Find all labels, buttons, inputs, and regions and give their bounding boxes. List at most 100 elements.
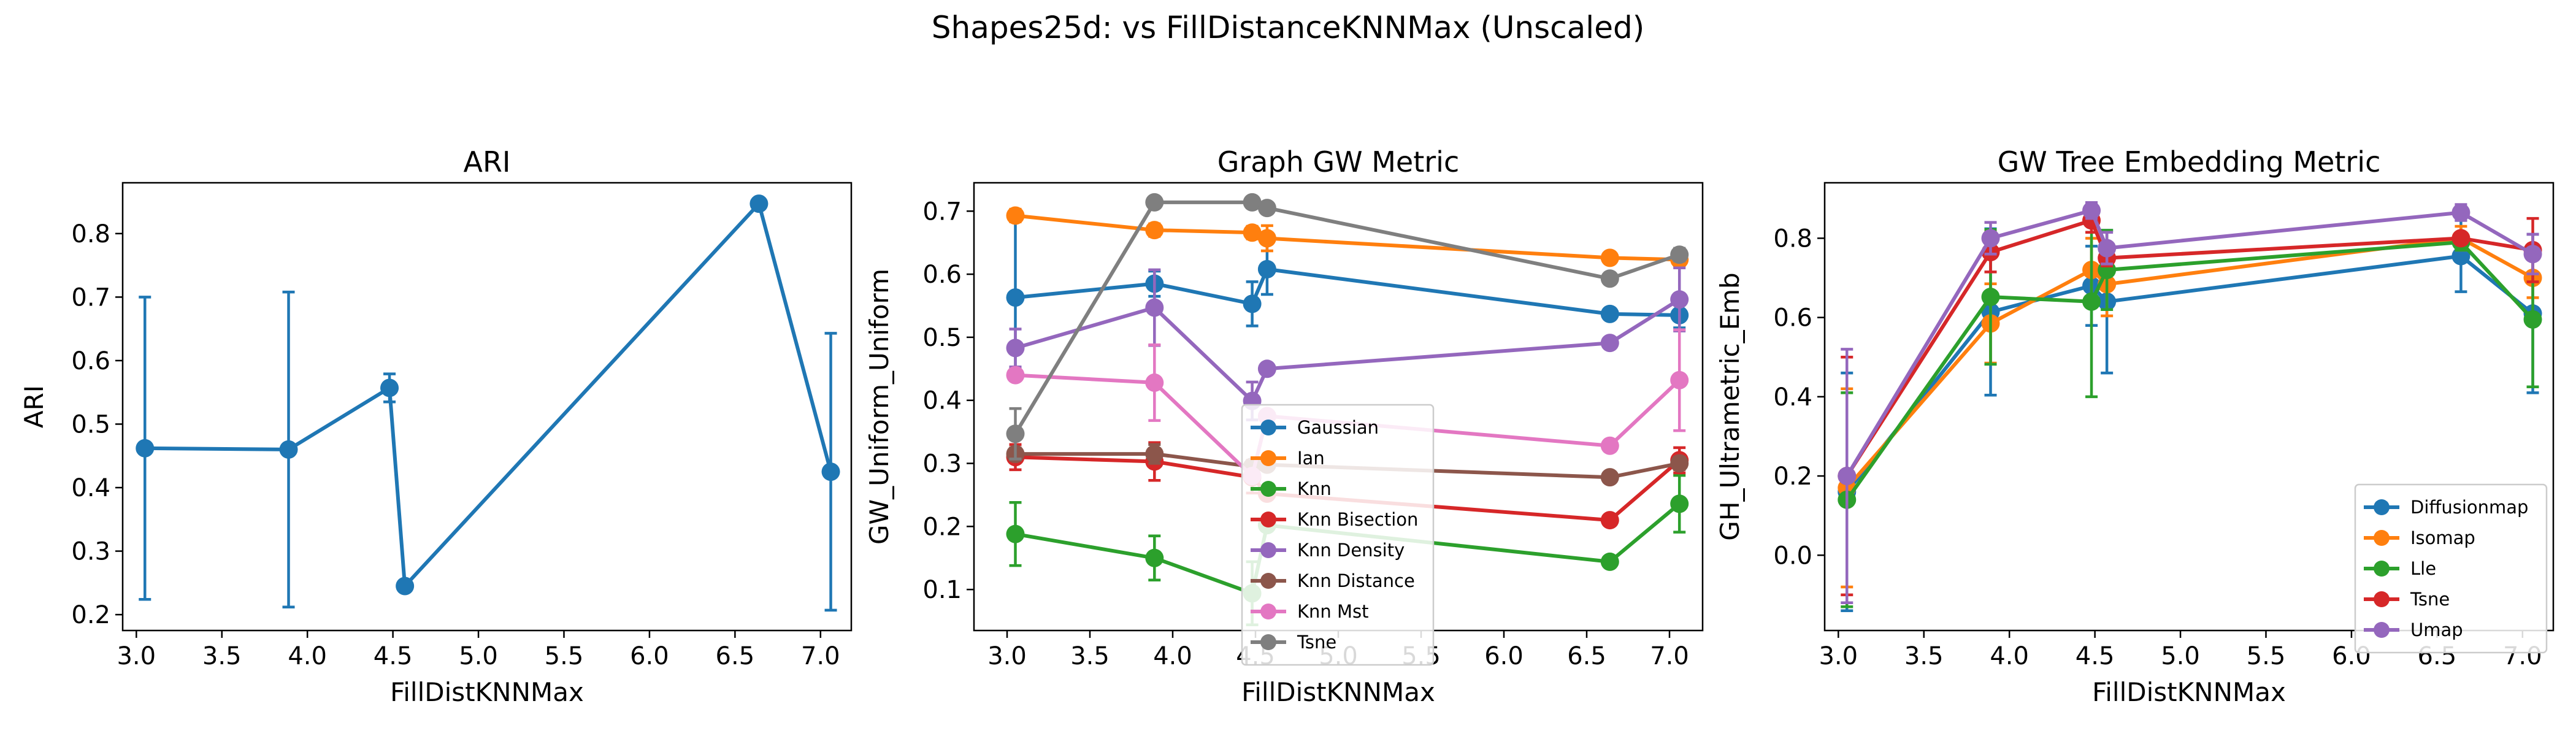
x-tick-label: 3.5	[1070, 642, 1110, 670]
legend-swatch-marker	[2374, 622, 2390, 638]
data-point	[1145, 373, 1164, 392]
y-tick-label: 0.4	[71, 474, 110, 502]
data-point	[1600, 552, 1619, 571]
data-point	[1243, 223, 1262, 242]
x-tick-label: 5.0	[459, 642, 498, 670]
legend-swatch-marker	[1260, 573, 1276, 589]
data-point	[1257, 359, 1276, 378]
legend-swatch-marker	[2374, 530, 2390, 546]
data-point	[2451, 229, 2471, 248]
y-tick-label: 0.5	[922, 324, 962, 352]
panel-ari: ARI 3.0 3.5 4.0 4.5 5.0 5.5 6.0 6.5 7.0 0.2 0.3 0.4 0…	[19, 145, 853, 707]
data-point	[1838, 467, 1857, 486]
x-tick-label: 4.0	[1153, 642, 1192, 670]
legend-label: Isomap	[2410, 527, 2475, 548]
data-point	[1145, 193, 1164, 212]
data-point	[1006, 288, 1025, 307]
y-tick-label: 0.5	[71, 410, 110, 439]
data-point	[2098, 239, 2117, 258]
y-tick-label: 0.6	[1773, 304, 1812, 332]
x-tick-label: 3.0	[1819, 642, 1858, 670]
data-point	[1670, 245, 1689, 264]
x-tick-label: 4.5	[2076, 642, 2115, 670]
figure-suptitle: Shapes25d: vs FillDistanceKNNMax (Unscal…	[932, 10, 1644, 45]
data-point	[1981, 229, 2000, 248]
y-tick-label: 0.8	[71, 220, 110, 248]
data-point	[1145, 445, 1164, 464]
y-tick-label: 0.1	[922, 576, 962, 604]
series-line	[1845, 218, 2533, 477]
legend-swatch-marker	[1260, 420, 1276, 435]
legend-label: Umap	[2410, 619, 2463, 640]
data-point	[1600, 269, 1619, 288]
y-tick-label: 0.2	[1773, 462, 1812, 491]
legend-label: Lle	[2410, 558, 2436, 579]
legend: Gaussian Ian Knn Knn Bisection Knn Density Kn…	[1241, 404, 1435, 666]
legend-swatch-marker	[1260, 512, 1276, 527]
legend-label: Knn	[1297, 478, 1332, 499]
data-point	[1243, 193, 1262, 212]
data-point	[1145, 298, 1164, 317]
y-tick-label: 0.2	[922, 513, 962, 541]
legend-label: Ian	[1297, 448, 1325, 469]
legend-label: Knn Bisection	[1297, 509, 1418, 530]
y-tick-label: 0.4	[922, 387, 962, 415]
data-point	[2451, 203, 2471, 222]
data-point	[1243, 294, 1262, 313]
data-point	[1670, 494, 1689, 513]
data-point	[279, 440, 298, 459]
data-point	[1145, 548, 1164, 567]
legend-swatch-marker	[2374, 591, 2390, 607]
x-tick-label: 6.0	[1484, 642, 1524, 670]
data-point	[2523, 310, 2542, 329]
y-tick-label: 0.2	[71, 601, 110, 629]
legend-swatch-marker	[2374, 561, 2390, 577]
data-point	[396, 577, 415, 596]
legend-label: Knn Mst	[1297, 601, 1369, 622]
x-tick-label: 7.0	[801, 642, 840, 670]
data-point	[1006, 366, 1025, 385]
data-point	[2082, 201, 2101, 220]
x-tick-label: 4.5	[374, 642, 413, 670]
y-axis-label: ARI	[19, 385, 49, 428]
x-tick-label: 3.5	[202, 642, 242, 670]
series-line	[1845, 240, 2534, 501]
x-tick-label: 4.0	[288, 642, 327, 670]
x-tick-label: 3.0	[987, 642, 1027, 670]
panel-graph-gw-metric: Graph GW Metric3.03.54.04.55.05.56.06.57…	[864, 145, 1704, 707]
data-point	[1257, 229, 1276, 248]
y-tick-label: 0.4	[1773, 383, 1812, 412]
x-tick-label: 6.0	[630, 642, 669, 670]
legend-label: Knn Distance	[1297, 570, 1415, 591]
x-axis-label: FillDistKNNMax	[2092, 677, 2286, 707]
x-tick-label: 7.0	[1650, 642, 1689, 670]
legend-swatch-marker	[1260, 604, 1276, 619]
data-point	[1670, 454, 1689, 473]
plot-title: ARI	[464, 145, 511, 178]
plot-title: Graph GW Metric	[1217, 145, 1459, 178]
x-tick-label: 5.5	[2247, 642, 2286, 670]
data-point	[136, 439, 155, 458]
plot-frame	[1823, 182, 2555, 632]
series-line	[145, 202, 833, 588]
data-point	[2082, 292, 2101, 311]
x-tick-label: 6.5	[1567, 642, 1606, 670]
panel-gw-tree-embedding-metric: GW Tree Embedding Metric 3.0 3.5 4.0 4.5 5.0 5…	[1715, 145, 2555, 707]
x-axis-label: FillDistKNNMax	[390, 677, 584, 707]
x-tick-label: 6.5	[716, 642, 755, 670]
data-point	[1006, 424, 1025, 443]
data-point	[1600, 511, 1619, 530]
y-tick-label: 0.8	[1773, 224, 1812, 253]
y-tick-label: 0.3	[922, 450, 962, 478]
series-line	[1846, 236, 2534, 489]
x-tick-label: 3.0	[117, 642, 156, 670]
series-line	[1845, 254, 2534, 493]
y-tick-label: 0.6	[922, 261, 962, 289]
data-point	[1670, 290, 1689, 309]
legend-swatch-marker	[1260, 634, 1276, 650]
x-tick-label: 5.5	[545, 642, 584, 670]
x-tick-label: 4.0	[1990, 642, 2029, 670]
y-tick-label: 0.7	[922, 197, 962, 226]
data-point	[749, 194, 769, 213]
